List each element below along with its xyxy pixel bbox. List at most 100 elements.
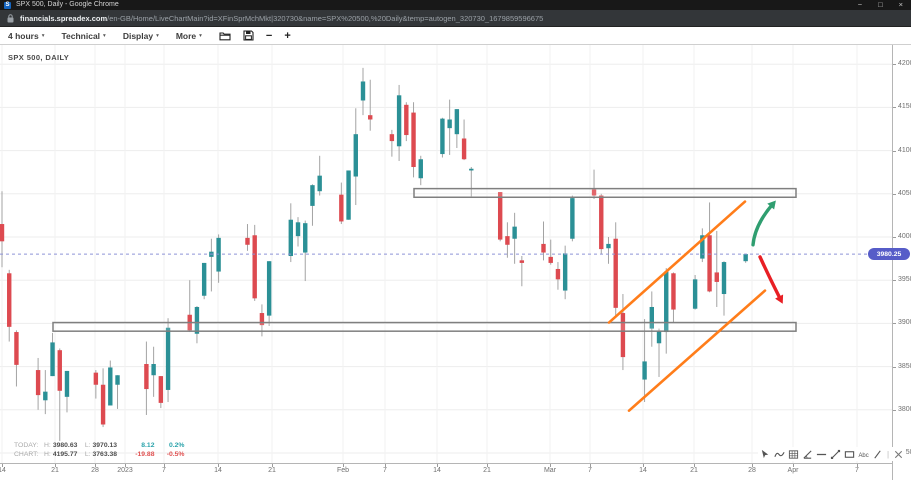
timeframe-menu-label: 4 hours — [8, 30, 39, 41]
zoom-in-icon[interactable]: + — [284, 30, 290, 42]
freehand-icon[interactable] — [774, 449, 785, 460]
close-button[interactable]: × — [898, 0, 903, 9]
channel-line[interactable] — [607, 200, 747, 324]
candle — [411, 112, 416, 168]
time-tick-label: 14 — [0, 467, 6, 474]
candle — [570, 198, 575, 239]
chart-high: 4195.77 — [52, 451, 78, 458]
candle — [642, 361, 647, 380]
drawing-toolbar: Abc | — [758, 447, 906, 461]
today-label: TODAY: — [14, 442, 39, 449]
high-key: H: — [44, 451, 51, 458]
chart-change: -19.88 — [135, 451, 155, 458]
candle — [541, 243, 546, 253]
time-tick-label: 14 — [214, 467, 222, 474]
candle — [440, 118, 445, 155]
horizontal-line-icon[interactable] — [816, 449, 827, 460]
chart-low: 3763.38 — [92, 451, 118, 458]
text-icon[interactable]: Abc — [858, 449, 869, 460]
candle — [656, 331, 662, 344]
pointer-icon[interactable] — [760, 449, 771, 460]
price-tick-label: 3900 — [898, 319, 911, 327]
candle — [389, 134, 395, 142]
candle — [259, 313, 265, 326]
more-menu[interactable]: More ▾ — [176, 31, 202, 41]
time-tick-label: 7 — [855, 467, 859, 474]
ray-icon[interactable] — [872, 449, 883, 460]
candle — [512, 226, 517, 239]
resistance-zone[interactable] — [413, 187, 797, 199]
candle — [43, 391, 48, 401]
time-tick-label: 21 — [690, 467, 698, 474]
time-tick-label: 28 — [748, 467, 756, 474]
time-axis[interactable]: 14 21 28 2023 7 14 21 Feb 7 14 21 Mar 7 14 21 28 Apr 7 — [0, 464, 911, 480]
candle — [418, 159, 423, 179]
zoom-out-icon[interactable]: − — [266, 30, 272, 42]
grid-icon[interactable] — [788, 449, 799, 460]
chart-region: SPX 500, DAILY 4200 4150 4100 4050 4000 3950 3… — [0, 45, 911, 480]
candle — [360, 81, 366, 101]
time-tick-label: 7 — [383, 467, 387, 474]
channel-line[interactable] — [627, 289, 767, 412]
candle — [266, 261, 272, 316]
address-field[interactable]: financials.spreadex.com/en-GB/Home/LiveC… — [20, 14, 543, 23]
display-menu[interactable]: Display ▾ — [123, 31, 159, 41]
candle — [505, 236, 510, 245]
candle — [108, 367, 113, 406]
timeframe-menu[interactable]: 4 hours ▾ — [8, 31, 44, 41]
candle — [692, 279, 698, 309]
candle — [288, 219, 293, 257]
instrument-label: SPX 500, DAILY — [8, 53, 70, 62]
zoom-in-glyph: + — [284, 29, 291, 42]
candle — [158, 376, 164, 403]
candle — [396, 95, 402, 147]
candle — [649, 306, 654, 329]
ascending-channel — [607, 200, 767, 412]
candle — [404, 104, 409, 136]
angle-icon[interactable] — [802, 449, 813, 460]
candle — [57, 350, 62, 391]
candle — [50, 342, 55, 377]
candle — [555, 268, 561, 280]
chart-change-pct: -0.5% — [166, 451, 185, 458]
window-title: SPX 500, Daily - Google Chrome — [16, 1, 119, 8]
candle — [100, 384, 106, 425]
technical-menu[interactable]: Technical ▾ — [61, 31, 105, 41]
save-icon[interactable] — [243, 30, 254, 41]
time-tick-label: 21 — [268, 467, 276, 474]
price-tick-label: 4200 — [898, 60, 911, 68]
spreadex-favicon: S — [4, 1, 11, 9]
candle — [339, 194, 344, 222]
price-tick-label: 4100 — [898, 146, 911, 154]
time-tick-label: Apr — [787, 467, 799, 474]
time-tick-label: Feb — [336, 467, 350, 474]
down-scenario-arrow[interactable] — [758, 255, 784, 304]
price-tick-label: 4050 — [898, 189, 911, 197]
candle — [194, 306, 200, 334]
close-icon[interactable] — [893, 449, 904, 460]
time-tick-label: Mar — [543, 467, 557, 474]
candle — [671, 273, 676, 310]
minimize-button[interactable]: − — [857, 0, 863, 9]
time-tick-label: 7 — [162, 467, 166, 474]
candle — [497, 192, 503, 240]
maximize-button[interactable]: □ — [878, 0, 883, 9]
legend-chart-row: CHART: H: 4195.77 L: 3763.38 -19.88 -0.5… — [14, 450, 184, 459]
padlock-icon[interactable] — [7, 13, 14, 23]
candle — [613, 238, 618, 308]
trendline-icon[interactable] — [830, 449, 841, 460]
up-scenario-arrow[interactable] — [751, 200, 776, 247]
support-zone[interactable] — [52, 321, 797, 332]
price-tick-label: 3850 — [898, 362, 911, 370]
open-folder-icon[interactable] — [219, 31, 231, 41]
time-tick-label: 2023 — [117, 467, 133, 474]
sr-zones — [52, 187, 797, 332]
candlestick-plot[interactable] — [0, 45, 892, 463]
low-key: L: — [84, 451, 91, 458]
price-tick-label: 3950 — [898, 276, 911, 284]
rectangle-icon[interactable] — [844, 449, 855, 460]
candle — [700, 235, 705, 259]
candle — [151, 364, 156, 376]
candle — [144, 364, 149, 390]
candle — [591, 189, 597, 196]
